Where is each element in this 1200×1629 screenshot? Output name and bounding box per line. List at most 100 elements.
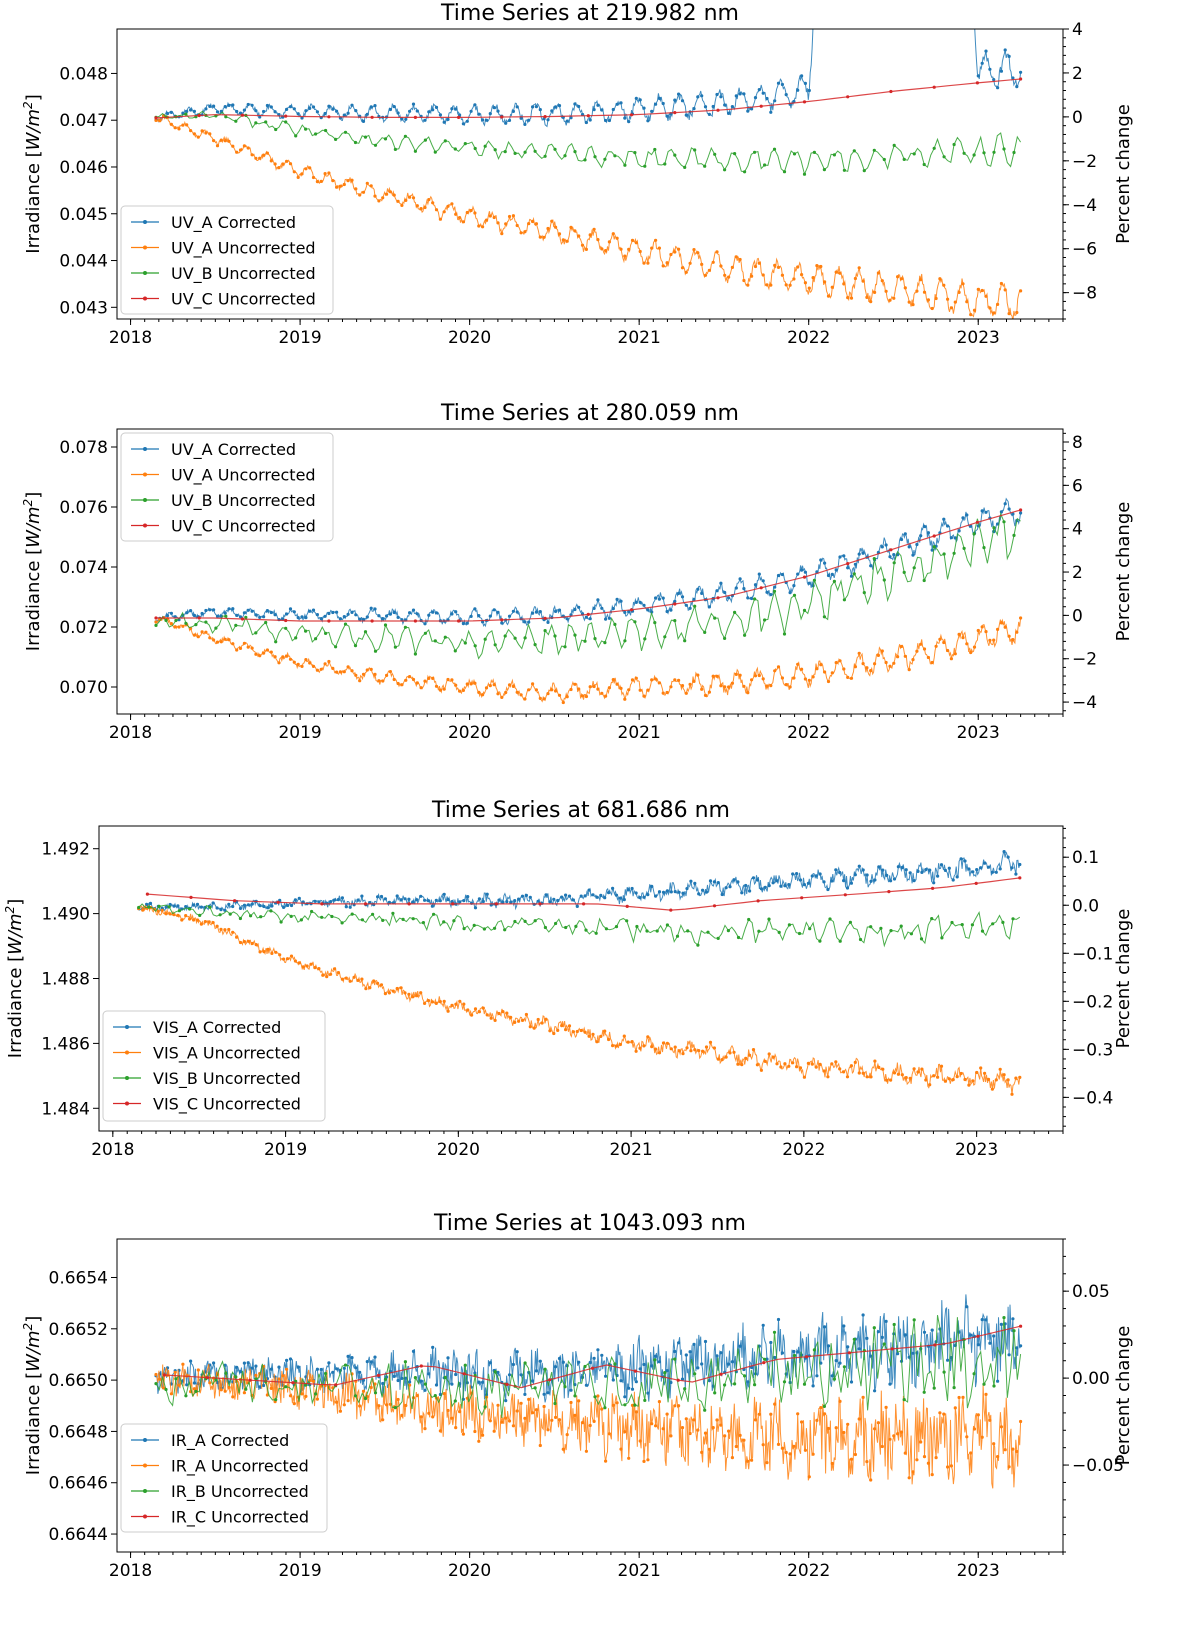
data-point <box>561 238 565 242</box>
data-point <box>942 283 946 287</box>
data-point <box>346 1399 350 1403</box>
data-point <box>842 554 846 558</box>
data-point <box>199 922 203 926</box>
legend-box <box>102 1010 326 1122</box>
data-point <box>618 1042 623 1047</box>
data-point <box>942 640 946 645</box>
data-point <box>676 1378 680 1382</box>
data-point <box>743 633 747 637</box>
data-point <box>158 1377 162 1381</box>
data-point <box>619 599 623 603</box>
data-point <box>552 897 556 901</box>
data-point <box>830 1062 834 1066</box>
data-point <box>842 1365 847 1369</box>
data-point <box>327 659 331 664</box>
data-point <box>235 109 239 114</box>
data-point <box>181 1362 185 1366</box>
data-point <box>411 1349 416 1353</box>
data-point <box>972 308 977 312</box>
data-point <box>615 682 619 686</box>
data-point <box>623 697 627 701</box>
data-point <box>546 1391 550 1395</box>
legend-marker <box>143 523 147 528</box>
data-point <box>496 610 500 614</box>
data-point <box>450 1416 454 1420</box>
data-point <box>642 1459 646 1463</box>
data-point <box>780 572 785 577</box>
data-point <box>538 1359 542 1363</box>
data-point <box>596 687 600 691</box>
data-point <box>1011 1447 1015 1451</box>
data-point <box>663 162 667 166</box>
data-point <box>865 666 869 670</box>
data-point <box>654 1354 658 1358</box>
x-tick-label: 2020 <box>437 1140 480 1160</box>
data-point <box>504 1399 508 1403</box>
data-point <box>1007 634 1011 638</box>
data-point <box>284 626 288 630</box>
data-point <box>473 906 478 910</box>
data-point <box>815 1418 819 1422</box>
data-point <box>258 904 262 908</box>
data-point <box>826 1075 830 1079</box>
data-point <box>980 1435 984 1439</box>
data-point <box>643 164 647 168</box>
data-point <box>611 678 615 682</box>
y-axis-label: Irradiance [W/m2] <box>21 1316 44 1475</box>
data-point <box>523 1416 527 1420</box>
data-point <box>504 222 508 226</box>
data-point <box>573 229 577 233</box>
data-point <box>992 1442 996 1446</box>
x-tick-label: 2019 <box>278 723 321 743</box>
data-point <box>869 669 873 673</box>
data-point <box>973 22 976 25</box>
data-point <box>715 1354 719 1358</box>
data-point <box>696 95 700 99</box>
data-point <box>262 950 266 954</box>
data-point <box>603 641 607 645</box>
data-point <box>899 1430 904 1434</box>
data-point <box>327 115 331 119</box>
data-point <box>743 1374 747 1378</box>
data-point <box>377 1404 381 1408</box>
data-point <box>892 553 896 557</box>
data-point <box>494 902 498 906</box>
data-point <box>215 614 220 618</box>
data-point <box>338 617 342 621</box>
data-point <box>903 532 907 536</box>
data-point <box>763 885 767 889</box>
data-point <box>812 150 817 154</box>
data-point <box>573 150 577 154</box>
legend-label: VIS_B Uncorrected <box>153 1069 301 1089</box>
data-point <box>992 150 996 154</box>
data-point <box>802 1382 807 1386</box>
data-point <box>269 909 273 913</box>
data-point <box>607 240 612 244</box>
data-point <box>254 1377 258 1381</box>
plot-frame <box>116 28 1064 320</box>
data-point <box>396 111 400 115</box>
data-point <box>600 1407 604 1411</box>
data-point <box>810 874 814 878</box>
data-point <box>511 684 515 689</box>
data-point <box>404 678 408 682</box>
data-point <box>343 130 348 134</box>
y2-tick-label: 4 <box>1072 20 1083 40</box>
data-point <box>204 608 208 613</box>
data-point <box>408 675 412 679</box>
data-point <box>734 586 738 590</box>
data-point <box>466 895 470 899</box>
data-point <box>633 1403 637 1407</box>
data-point <box>319 667 323 671</box>
data-point <box>838 870 842 875</box>
y-tick-label: 1.490 <box>41 905 90 925</box>
data-point <box>677 678 681 683</box>
data-point <box>807 1475 811 1479</box>
data-point <box>212 1361 216 1365</box>
data-point <box>723 1434 727 1438</box>
data-point <box>949 306 954 310</box>
data-point <box>542 1392 546 1396</box>
x-tick-label: 2023 <box>955 1140 998 1160</box>
data-point <box>543 616 547 620</box>
data-point <box>812 578 817 582</box>
